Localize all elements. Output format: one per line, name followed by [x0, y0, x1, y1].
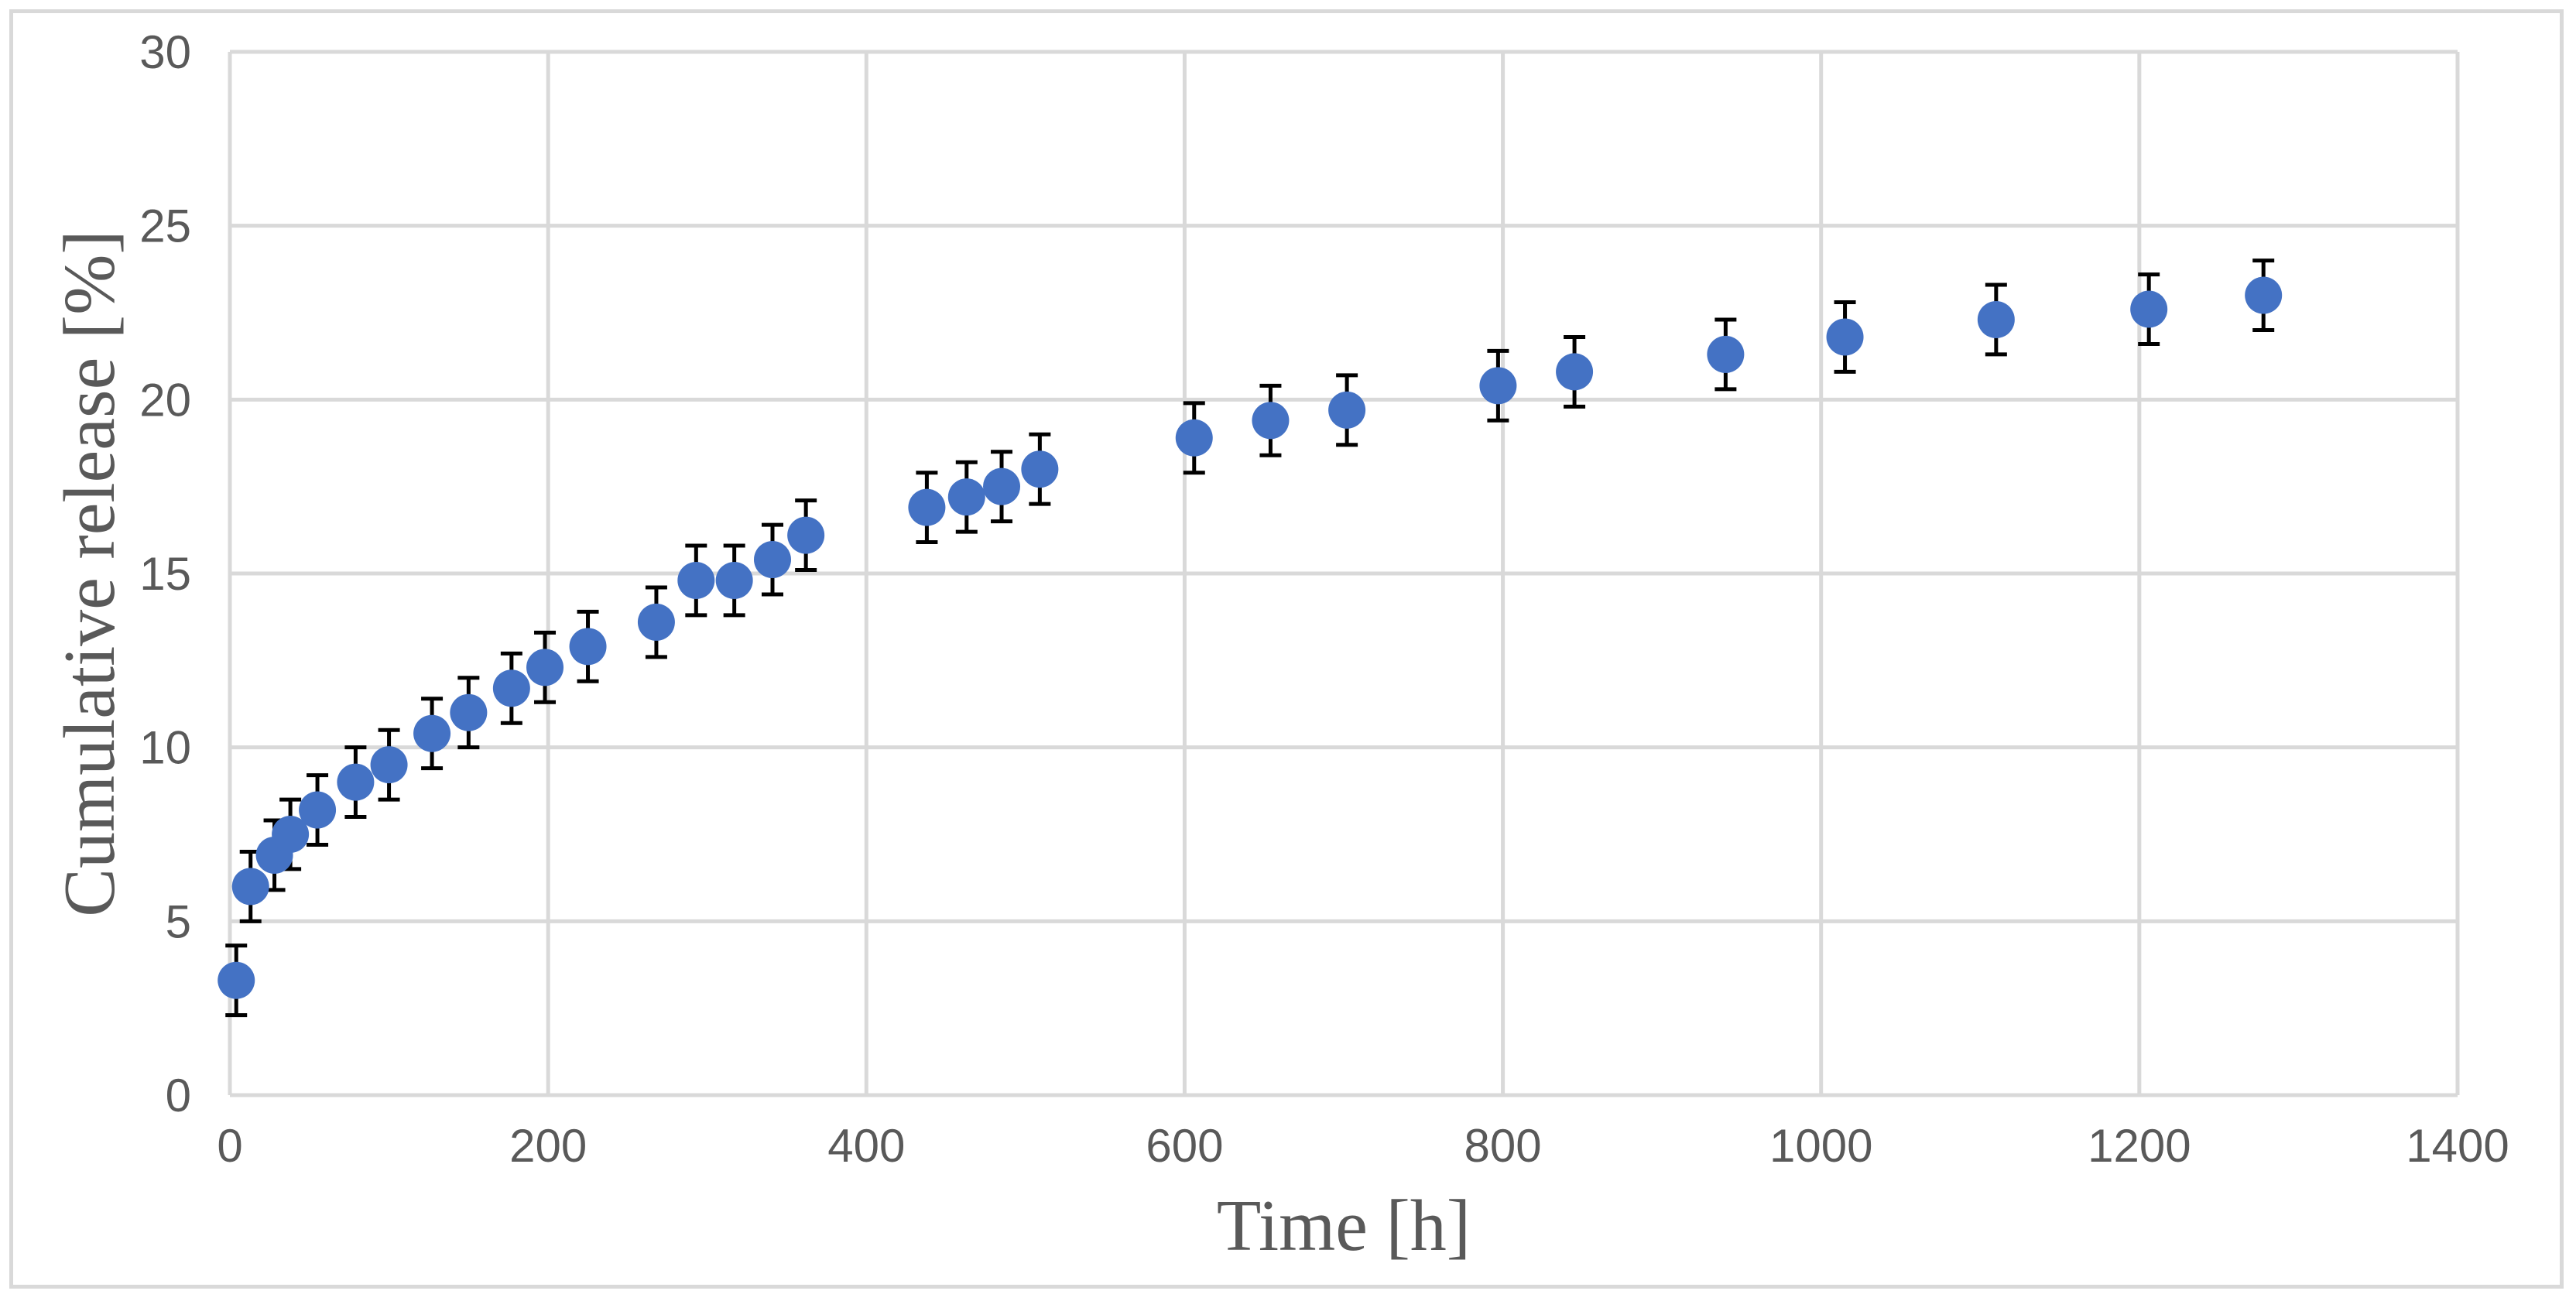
data-point: [947, 478, 985, 516]
y-tick-label: 10: [139, 722, 191, 774]
data-point: [2245, 276, 2283, 314]
x-tick-label: 200: [509, 1120, 587, 1172]
chart-frame: 0 200 400 600 800 1000 1200 1400 0 5 10 15 20 25 30 Ti…: [9, 9, 2564, 1289]
y-axis-title: Cumulative release [%]: [50, 230, 130, 916]
data-point: [787, 516, 825, 554]
data-point: [1556, 353, 1594, 391]
x-tick-label: 0: [217, 1120, 242, 1172]
y-tick-label: 20: [139, 374, 191, 426]
data-point: [492, 669, 530, 707]
error-bars: [225, 258, 2275, 1018]
x-tick-label: 1400: [2406, 1120, 2509, 1172]
scatter-chart: 0 200 400 600 800 1000 1200 1400 0 5 10 15 20 25 30 Ti…: [50, 26, 2509, 1266]
x-axis-title: Time [h]: [1217, 1186, 1471, 1266]
data-point: [231, 868, 269, 906]
data-point: [450, 693, 488, 731]
y-tick-label: 15: [139, 548, 191, 600]
x-tick-label: 800: [1464, 1120, 1542, 1172]
tick-labels: 0 200 400 600 800 1000 1200 1400 0 5 10 15 20 25 30: [139, 26, 2509, 1172]
data-point: [2130, 290, 2168, 328]
data-point: [299, 791, 337, 829]
data-point: [337, 763, 375, 801]
data-point: [569, 628, 607, 666]
x-tick-label: 600: [1146, 1120, 1223, 1172]
data-point: [677, 561, 715, 599]
x-tick-label: 400: [827, 1120, 905, 1172]
data-point: [1479, 367, 1517, 405]
data-point: [1826, 318, 1864, 356]
x-tick-label: 1200: [2088, 1120, 2191, 1172]
y-tick-label: 0: [166, 1070, 191, 1121]
data-point: [983, 467, 1021, 505]
data-points: [218, 276, 2283, 999]
data-point: [1328, 391, 1366, 429]
data-point: [1175, 419, 1213, 457]
data-point: [715, 561, 753, 599]
data-point: [1707, 335, 1745, 373]
data-point: [413, 714, 451, 752]
data-point: [370, 746, 408, 784]
data-point: [1252, 402, 1290, 440]
y-tick-label: 25: [139, 200, 191, 252]
data-point: [526, 649, 564, 686]
data-point: [753, 541, 791, 579]
data-point: [272, 816, 310, 853]
data-point: [1977, 300, 2015, 338]
data-point: [637, 603, 675, 641]
grid-lines: [228, 50, 2460, 1097]
y-tick-label: 30: [139, 26, 191, 78]
data-point: [908, 488, 946, 526]
data-point: [218, 961, 255, 999]
data-point: [1021, 450, 1059, 488]
x-tick-label: 1000: [1769, 1120, 1872, 1172]
y-tick-label: 5: [166, 895, 191, 947]
